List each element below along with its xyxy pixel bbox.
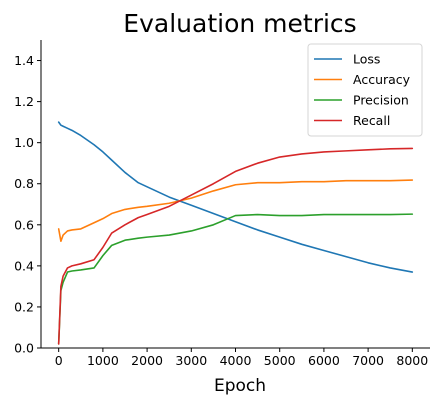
x-tick-label: 3000 bbox=[175, 353, 207, 368]
y-tick-label: 0.0 bbox=[14, 341, 34, 356]
x-axis-label: Epoch bbox=[214, 376, 266, 396]
series-line-recall bbox=[57, 147, 414, 345]
x-tick-label: 5000 bbox=[264, 353, 296, 368]
series-line-precision bbox=[57, 213, 414, 345]
legend: Loss Accuracy Precision Recall bbox=[307, 43, 423, 137]
legend-label-recall: Recall bbox=[353, 113, 390, 128]
y-tick-label: 0.4 bbox=[14, 258, 34, 273]
y-tick-label: 1.4 bbox=[14, 53, 34, 68]
y-tick-label: 1.0 bbox=[14, 135, 34, 150]
x-tick-label: 8000 bbox=[396, 353, 428, 368]
x-tick-label: 6000 bbox=[308, 353, 340, 368]
x-tick-label: 2000 bbox=[131, 353, 163, 368]
legend-label-accuracy: Accuracy bbox=[353, 72, 411, 87]
y-tick-label: 0.8 bbox=[14, 176, 34, 191]
x-tick-label: 7000 bbox=[352, 353, 384, 368]
legend-label-precision: Precision bbox=[353, 93, 409, 108]
legend-label-loss: Loss bbox=[353, 52, 380, 67]
series-line-accuracy bbox=[57, 179, 414, 243]
x-ticks: 0 1000 2000 3000 4000 5000 6000 7000 8000 bbox=[55, 348, 428, 368]
x-tick-label: 1000 bbox=[87, 353, 119, 368]
plot-series bbox=[57, 121, 414, 345]
y-tick-label: 1.2 bbox=[14, 94, 34, 109]
chart-title: Evaluation metrics bbox=[123, 9, 356, 38]
legend-frame bbox=[307, 43, 423, 137]
y-ticks: 0.0 0.2 0.4 0.6 0.8 1.0 1.2 1.4 bbox=[14, 53, 41, 356]
x-tick-label: 0 bbox=[55, 353, 63, 368]
y-tick-label: 0.2 bbox=[14, 299, 34, 314]
y-tick-label: 0.6 bbox=[14, 217, 34, 232]
series-line-loss bbox=[57, 121, 414, 273]
x-tick-label: 4000 bbox=[220, 353, 252, 368]
